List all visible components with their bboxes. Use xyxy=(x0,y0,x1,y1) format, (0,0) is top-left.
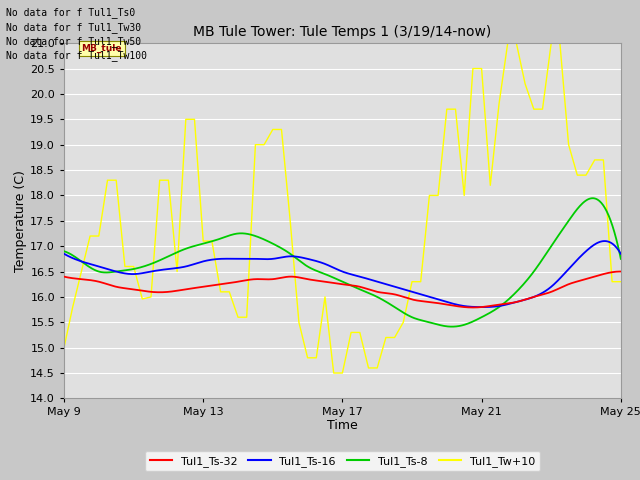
Text: No data for f Tul1_Tw50: No data for f Tul1_Tw50 xyxy=(6,36,141,47)
Y-axis label: Temperature (C): Temperature (C) xyxy=(15,170,28,272)
Text: No data for f Tul1_Tw100: No data for f Tul1_Tw100 xyxy=(6,50,147,61)
Title: MB Tule Tower: Tule Temps 1 (3/19/14-now): MB Tule Tower: Tule Temps 1 (3/19/14-now… xyxy=(193,25,492,39)
Legend: Tul1_Ts-32, Tul1_Ts-16, Tul1_Ts-8, Tul1_Tw+10: Tul1_Ts-32, Tul1_Ts-16, Tul1_Ts-8, Tul1_… xyxy=(145,451,540,471)
Text: No data for f Tul1_Ts0: No data for f Tul1_Ts0 xyxy=(6,7,136,18)
X-axis label: Time: Time xyxy=(327,419,358,432)
Text: No data for f Tul1_Tw30: No data for f Tul1_Tw30 xyxy=(6,22,141,33)
Text: MB_tule: MB_tule xyxy=(81,44,122,53)
